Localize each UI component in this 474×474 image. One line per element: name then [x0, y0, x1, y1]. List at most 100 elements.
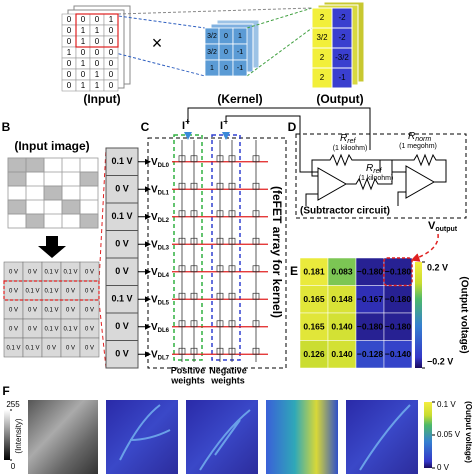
voltage-value: 0.1 V — [25, 289, 39, 295]
heatmap-cell — [355, 257, 385, 286]
row-label: VDL0 — [151, 156, 170, 168]
heatmap-cell — [299, 340, 329, 369]
row-label-base: V — [151, 211, 158, 222]
down-arrow — [38, 236, 66, 258]
heatmap-value: 0.181 — [303, 266, 325, 276]
input-value: 0 — [109, 48, 114, 57]
voltage-value: 0 V — [85, 327, 94, 333]
vector-value: 0 V — [115, 184, 129, 194]
panel-label: E — [290, 264, 298, 278]
operator: × — [152, 33, 163, 53]
output-label-base: V — [428, 220, 436, 232]
input-value: 0 — [67, 37, 72, 46]
input-image — [7, 157, 99, 229]
row-label-sub: DL1 — [158, 190, 170, 196]
connector — [103, 13, 206, 29]
pixel-grid — [8, 158, 98, 228]
input-value: 1 — [95, 70, 100, 79]
output-value: 2 — [320, 13, 325, 22]
row-label-sub: DL2 — [158, 217, 170, 223]
pixel — [7, 171, 27, 187]
row-label: VDL5 — [151, 294, 170, 306]
resistor-label-sub: ref — [373, 168, 382, 175]
voltage-value: 0.1 V — [6, 346, 20, 352]
row-label: VDL7 — [151, 349, 170, 361]
voltage-value: 0.1 V — [44, 308, 58, 314]
input-value: 1 — [81, 26, 86, 35]
row-label-base: V — [151, 156, 158, 167]
resistor-label-base: R — [340, 133, 347, 144]
input-value: 0 — [95, 48, 100, 57]
vector-value: 0 V — [115, 239, 129, 249]
row-label-sub: DL4 — [158, 272, 170, 278]
array-box — [147, 137, 287, 369]
pixel — [61, 199, 81, 215]
intensity-label: 255 — [6, 400, 20, 409]
vector-cell — [105, 285, 139, 314]
window — [75, 13, 119, 48]
row-label: VDL4 — [151, 266, 170, 278]
resistor-label: Rref — [366, 163, 382, 175]
connector — [246, 27, 313, 77]
row-label-sub: DL0 — [158, 162, 170, 168]
row-label-base: V — [151, 239, 158, 250]
vector-cell — [105, 175, 139, 204]
current-label-base: I — [220, 120, 223, 132]
input-value: 0 — [109, 59, 114, 68]
input-value: 1 — [95, 26, 100, 35]
kernel-value: 3/2 — [207, 49, 217, 56]
input-value: 1 — [81, 59, 86, 68]
output-caption: (Output) — [316, 92, 363, 106]
voltage-title: (Output voltage) — [464, 401, 473, 463]
input-value: 0 — [67, 15, 72, 24]
heatmap-cell — [355, 340, 385, 369]
colorbar-label: 0.2 V — [427, 262, 448, 272]
kernel-value: 0 — [224, 65, 228, 72]
heatmap-value: −0.180 — [357, 321, 384, 331]
intensity-title: (Intensity) — [14, 418, 23, 453]
voltage-value: 0.1 V — [44, 270, 58, 276]
input-caption: (Input) — [83, 92, 120, 106]
pixel — [79, 213, 99, 229]
input-value: 1 — [81, 81, 86, 90]
heatmap-cell — [327, 312, 357, 341]
heatmap-cell — [355, 285, 385, 314]
voltage-value: 0 V — [66, 346, 75, 352]
voltage-value: 0.1 V — [63, 270, 77, 276]
current-label-sup: − — [223, 117, 228, 126]
input-photo — [28, 400, 98, 474]
output-arrow — [410, 233, 439, 262]
op-amp — [317, 167, 348, 201]
resistor-label-base: R — [408, 131, 415, 142]
input-value: 0 — [95, 15, 100, 24]
negative-label: Negative — [209, 365, 247, 375]
output-value: -2 — [338, 13, 346, 22]
highlight — [3, 280, 100, 301]
kernel-value: 1 — [210, 65, 214, 72]
kernel-value: 3/2 — [207, 33, 217, 40]
row-label: VDL6 — [151, 321, 170, 333]
heatmap-cell — [383, 340, 413, 369]
input-value: 0 — [109, 70, 114, 79]
pixel — [7, 199, 27, 215]
input-cell — [103, 79, 119, 92]
pixel — [25, 213, 45, 229]
kernel-value: 0 — [224, 33, 228, 40]
kernel-value: -1 — [237, 49, 243, 56]
input-value: 1 — [95, 81, 100, 90]
kernel-caption: (Kernel) — [217, 92, 262, 106]
edge-features — [119, 404, 411, 471]
heatmap-value: −0.180 — [385, 294, 412, 304]
output-value: -2 — [338, 33, 346, 42]
voltage-label: 0.1 V — [437, 400, 456, 409]
colorbar-title: (Output voltage) — [458, 276, 469, 353]
heatmap-cell — [327, 340, 357, 369]
heatmap-value: 0.083 — [331, 266, 353, 276]
colorbar-label: −0.2 V — [427, 356, 453, 366]
output-value: -3/2 — [335, 53, 349, 62]
heatmap-value: −0.180 — [385, 321, 412, 331]
output-label: Voutput — [428, 220, 458, 233]
panel-title: (Input image) — [14, 139, 89, 153]
voltage-value: 0 V — [9, 327, 18, 333]
circuit-title: (Subtractor circuit) — [300, 206, 390, 217]
